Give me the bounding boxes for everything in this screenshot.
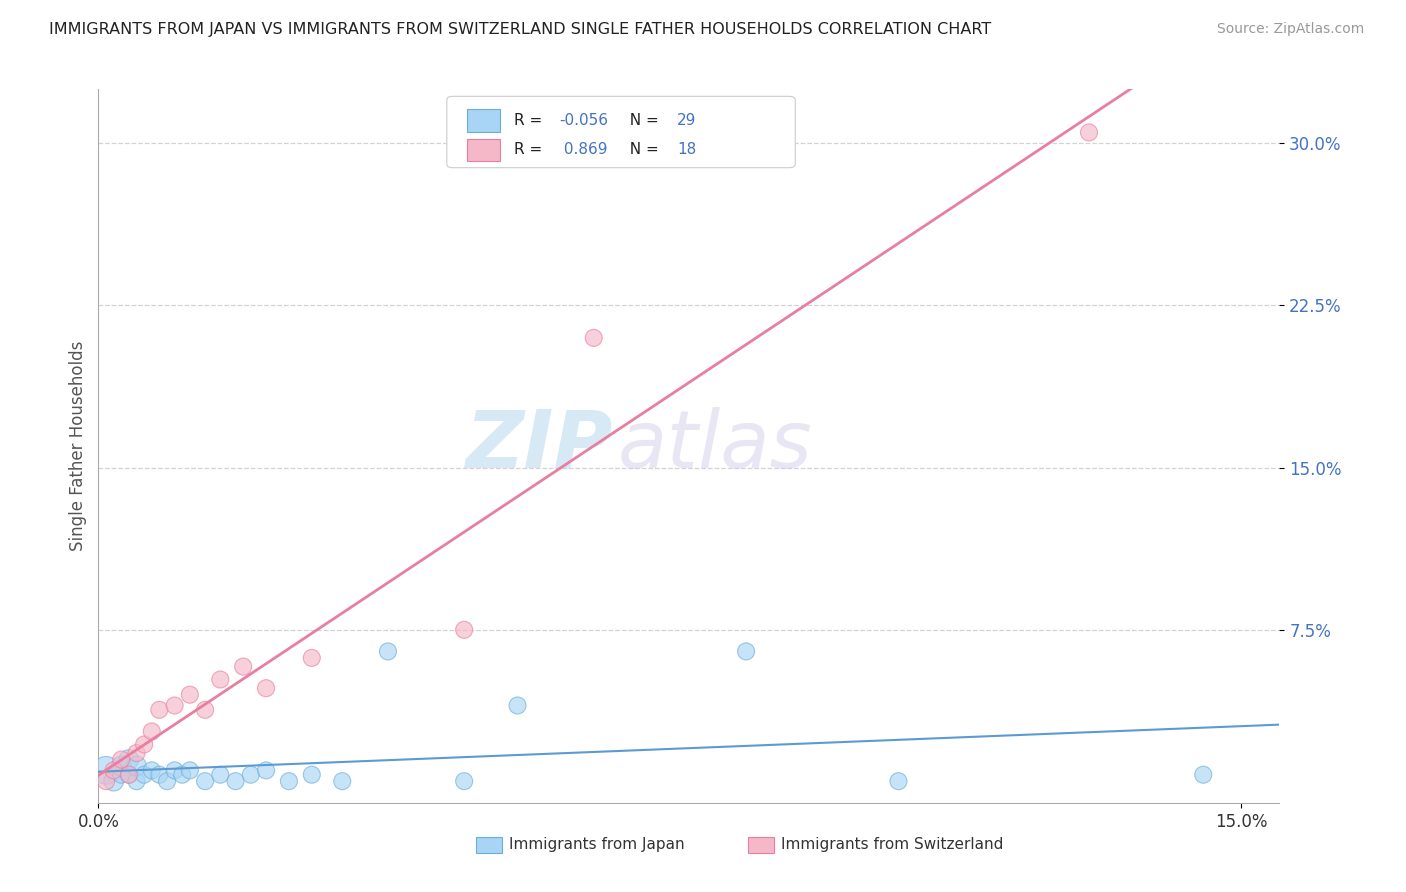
Text: N =: N = xyxy=(620,143,664,158)
Point xyxy=(239,767,262,781)
FancyBboxPatch shape xyxy=(447,96,796,168)
Point xyxy=(172,767,194,781)
Point xyxy=(163,764,186,778)
Point xyxy=(134,767,156,781)
Text: 29: 29 xyxy=(678,113,696,128)
Text: 0.869: 0.869 xyxy=(560,143,607,158)
Point xyxy=(453,774,475,789)
Point xyxy=(110,753,132,767)
Point xyxy=(735,644,758,658)
Point xyxy=(94,764,117,778)
Point xyxy=(582,331,605,345)
Point xyxy=(179,688,201,702)
Text: R =: R = xyxy=(515,143,547,158)
Y-axis label: Single Father Households: Single Father Households xyxy=(69,341,87,551)
Point xyxy=(887,774,910,789)
Point xyxy=(148,703,170,717)
Point xyxy=(134,738,156,752)
Point xyxy=(163,698,186,713)
Point xyxy=(194,703,217,717)
Point xyxy=(125,759,148,773)
Point xyxy=(103,774,125,789)
Point xyxy=(110,759,132,773)
Point xyxy=(148,767,170,781)
Point xyxy=(194,774,217,789)
Point xyxy=(277,774,299,789)
Point xyxy=(377,644,399,658)
Text: 18: 18 xyxy=(678,143,696,158)
Point xyxy=(301,767,323,781)
Point xyxy=(209,767,232,781)
Point xyxy=(1078,125,1101,139)
Point xyxy=(1192,767,1215,781)
Point xyxy=(118,767,141,781)
Text: N =: N = xyxy=(620,113,664,128)
Point xyxy=(156,774,179,789)
FancyBboxPatch shape xyxy=(748,837,773,853)
Point xyxy=(225,774,247,789)
Point xyxy=(301,651,323,665)
Point xyxy=(141,724,163,739)
FancyBboxPatch shape xyxy=(467,138,501,161)
Point xyxy=(103,764,125,778)
Point xyxy=(141,764,163,778)
Point xyxy=(125,774,148,789)
Point xyxy=(94,774,117,789)
Point xyxy=(232,659,254,673)
FancyBboxPatch shape xyxy=(467,109,501,132)
Point xyxy=(179,764,201,778)
Point xyxy=(118,753,141,767)
Point xyxy=(453,623,475,637)
Text: -0.056: -0.056 xyxy=(560,113,607,128)
Text: Source: ZipAtlas.com: Source: ZipAtlas.com xyxy=(1216,22,1364,37)
Text: R =: R = xyxy=(515,113,547,128)
Text: Immigrants from Switzerland: Immigrants from Switzerland xyxy=(782,837,1004,852)
Point xyxy=(110,767,132,781)
Point xyxy=(118,767,141,781)
Text: IMMIGRANTS FROM JAPAN VS IMMIGRANTS FROM SWITZERLAND SINGLE FATHER HOUSEHOLDS CO: IMMIGRANTS FROM JAPAN VS IMMIGRANTS FROM… xyxy=(49,22,991,37)
FancyBboxPatch shape xyxy=(477,837,502,853)
Point xyxy=(506,698,529,713)
Text: ZIP: ZIP xyxy=(465,407,612,485)
Text: atlas: atlas xyxy=(619,407,813,485)
Point xyxy=(125,746,148,760)
Text: Immigrants from Japan: Immigrants from Japan xyxy=(509,837,685,852)
Point xyxy=(209,673,232,687)
Point xyxy=(254,764,277,778)
Point xyxy=(254,681,277,696)
Point xyxy=(330,774,353,789)
